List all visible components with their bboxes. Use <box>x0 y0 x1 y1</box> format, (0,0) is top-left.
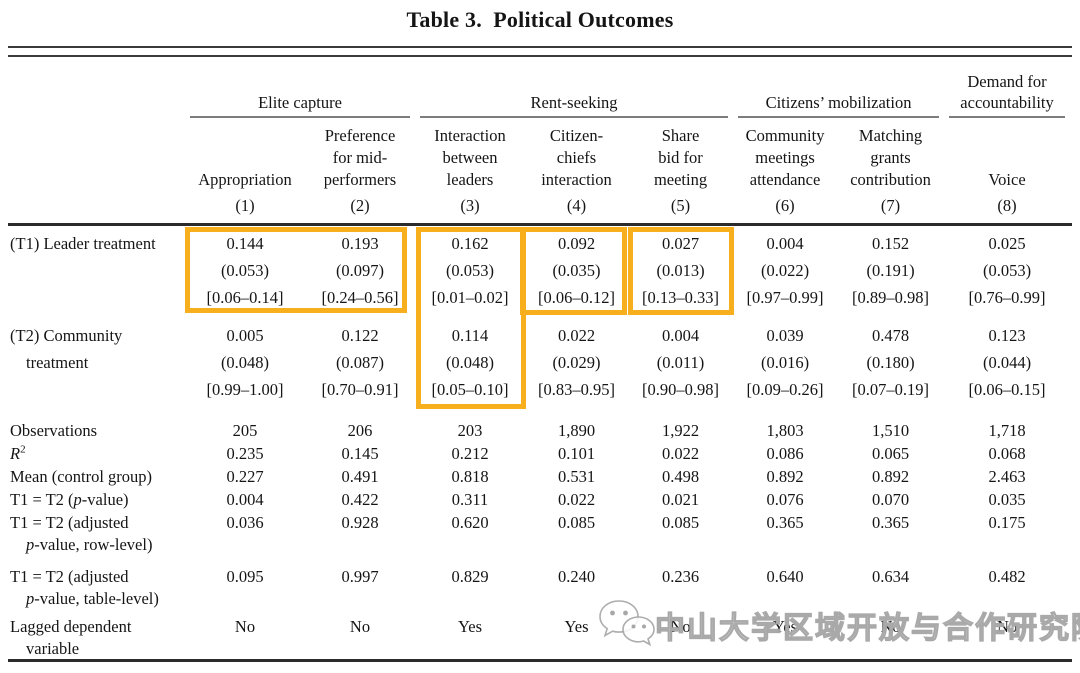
t1-cell-2: 0.193 (0.097) [0.24–0.56] <box>321 234 399 307</box>
col-num-3: (3) <box>460 196 480 215</box>
t1-cell-3: 0.162 (0.053) [0.01–0.02] <box>431 234 509 307</box>
t2-cell-1: 0.005 (0.048) [0.99–1.00] <box>206 326 284 399</box>
group-rent-seeking: Rent-seeking <box>415 62 733 118</box>
col-appropriation: Appropriation <box>198 170 292 189</box>
col-num-4: (4) <box>566 196 587 215</box>
header-bottom-rule <box>8 223 1072 226</box>
row-r-squared: R2 0.235 0.145 0.212 0.101 0.022 0.086 0… <box>10 443 1026 463</box>
t1-cell-6: 0.004 (0.022) [0.97–0.99] <box>746 234 824 307</box>
col-num-1: (1) <box>235 196 255 215</box>
row-t1-t2-adjusted-row-level: T1 = T2 (adjusted p-value, row-level) 0.… <box>10 511 1070 565</box>
adj-row-level-label: T1 = T2 (adjusted p-value, row-level) <box>10 513 153 554</box>
col-interaction-between-leaders: Interaction between leaders <box>434 126 506 189</box>
table-title: Table 3. Political Outcomes <box>406 7 674 32</box>
spacer-row <box>10 403 1070 419</box>
col-matching-grants-contribution: Matching grants contribution <box>850 126 931 189</box>
mean-label: Mean (control group) <box>10 467 153 486</box>
pvalue-label: T1 = T2 (p-value) <box>10 490 129 509</box>
col-num-5: (5) <box>670 196 691 215</box>
adj-table-level-label: T1 = T2 (adjusted p-value, table-level) <box>10 567 159 608</box>
col-num-6: (6) <box>775 196 795 215</box>
t1-cell-8: 0.025 (0.053) [0.76–0.99] <box>968 234 1046 307</box>
col-share-bid-meeting: Share bid for meeting <box>653 126 708 189</box>
observations-label: Observations <box>10 421 98 440</box>
t2-cell-4: 0.022 (0.029) [0.83–0.95] <box>538 326 615 399</box>
t1-cell-5: 0.027 (0.013) [0.13–0.33] <box>642 234 720 307</box>
row-t1-leader-treatment: (T1) Leader treatment 0.144 (0.053) [0.0… <box>10 223 1070 313</box>
col-voice: Voice <box>988 170 1026 189</box>
watermark-text: 中山大学区域开放与合作研究院 <box>654 610 1080 646</box>
t1-label: (T1) Leader treatment <box>10 234 156 253</box>
top-double-rule-1 <box>8 46 1072 48</box>
row-t1-t2-adjusted-table-level: T1 = T2 (adjusted p-value, table-level) … <box>10 565 1070 615</box>
row-lagged-dependent-variable: Lagged dependent variable No No Yes Yes … <box>10 615 1070 661</box>
group-header-row: Elite capture Rent-seeking Citizens’ mob… <box>10 62 1070 118</box>
t2-label: (T2) Community treatment <box>10 326 123 372</box>
results-table: Elite capture Rent-seeking Citizens’ mob… <box>10 62 1070 661</box>
top-double-rule-2 <box>8 55 1072 57</box>
t1-cell-4: 0.092 (0.035) [0.06–0.12] <box>538 234 615 307</box>
col-num-8: (8) <box>997 196 1017 215</box>
t2-cell-3: 0.114 (0.048) [0.05–0.10] <box>431 326 509 399</box>
row-mean-control-group: Mean (control group) 0.227 0.491 0.818 0… <box>10 467 1026 486</box>
lagged-label: Lagged dependent variable <box>10 617 132 658</box>
group-citizens-mobilization: Citizens’ mobilization <box>733 62 944 118</box>
column-header-spacer <box>10 118 185 194</box>
t2-cell-2: 0.122 (0.087) [0.70–0.91] <box>321 326 399 399</box>
row-t2-community-treatment: (T2) Community treatment 0.005 (0.048) [… <box>10 313 1070 403</box>
t2-cell-7: 0.478 (0.180) [0.07–0.19] <box>852 326 930 399</box>
group-header-spacer <box>10 62 185 118</box>
row-t1-t2-pvalue: T1 = T2 (p-value) 0.004 0.422 0.311 0.02… <box>10 490 1026 509</box>
column-number-row: (1) (2) (3) (4) (5) (6) (7) (8) <box>10 194 1070 223</box>
t2-cell-5: 0.004 (0.011) [0.90–0.98] <box>642 326 720 399</box>
row-observations: Observations 205 206 203 1,890 1,922 1,8… <box>10 421 1026 440</box>
r-squared-label: R2 <box>10 443 26 463</box>
col-num-2: (2) <box>350 196 370 215</box>
col-citizen-chiefs-interaction: Citizen- chiefs interaction <box>541 126 612 189</box>
t1-cell-7: 0.152 (0.191) [0.89–0.98] <box>852 234 930 307</box>
col-num-7: (7) <box>880 196 901 215</box>
wechat-icon <box>599 600 655 647</box>
group-demand-accountability: Demand for accountability <box>944 62 1070 118</box>
col-community-meetings-attendance: Community meetings attendance <box>745 126 825 189</box>
group-elite-capture: Elite capture <box>185 62 415 118</box>
column-header-row: Appropriation Preference for mid- perfor… <box>10 118 1070 194</box>
t1-cell-1: 0.144 (0.053) [0.06–0.14] <box>206 234 284 307</box>
watermark: 中山大学区域开放与合作研究院 <box>597 594 1080 656</box>
t2-cell-8: 0.123 (0.044) [0.06–0.15] <box>968 326 1046 399</box>
table-bottom-rule <box>8 659 1072 662</box>
col-preference-mid-performers: Preference for mid- performers <box>323 126 397 189</box>
t2-cell-6: 0.039 (0.016) [0.09–0.26] <box>746 326 824 399</box>
